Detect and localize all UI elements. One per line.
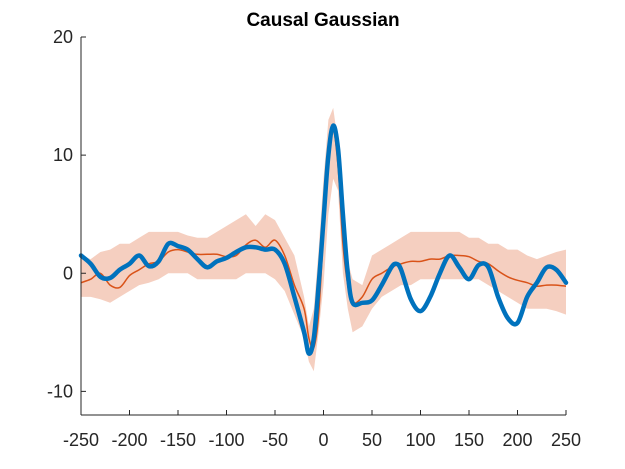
x-tick-label: 150 xyxy=(454,430,484,450)
x-tick-label: 50 xyxy=(362,430,382,450)
x-tick-label: -250 xyxy=(63,430,99,450)
x-tick-label: 0 xyxy=(318,430,328,450)
y-tick-label: 10 xyxy=(53,145,73,165)
y-tick-label: 0 xyxy=(63,263,73,283)
x-tick-label: 200 xyxy=(502,430,532,450)
x-tick-label: -100 xyxy=(208,430,244,450)
series-layer xyxy=(78,123,569,356)
x-tick-label: -200 xyxy=(111,430,147,450)
y-tick-label: -10 xyxy=(47,381,73,401)
y-axis-ticks: -10 0 10 20 xyxy=(47,27,86,401)
x-axis-ticks: -250 -200 -150 -100 -50 0 50 100 150 200 250 xyxy=(63,410,581,450)
series-line-estimate xyxy=(78,123,569,356)
x-tick-label: -50 xyxy=(262,430,288,450)
chart-title: Causal Gaussian xyxy=(246,10,399,31)
x-tick-label: -150 xyxy=(160,430,196,450)
x-tick-label: 250 xyxy=(551,430,581,450)
x-tick-label: 100 xyxy=(405,430,435,450)
y-tick-label: 20 xyxy=(53,27,73,47)
